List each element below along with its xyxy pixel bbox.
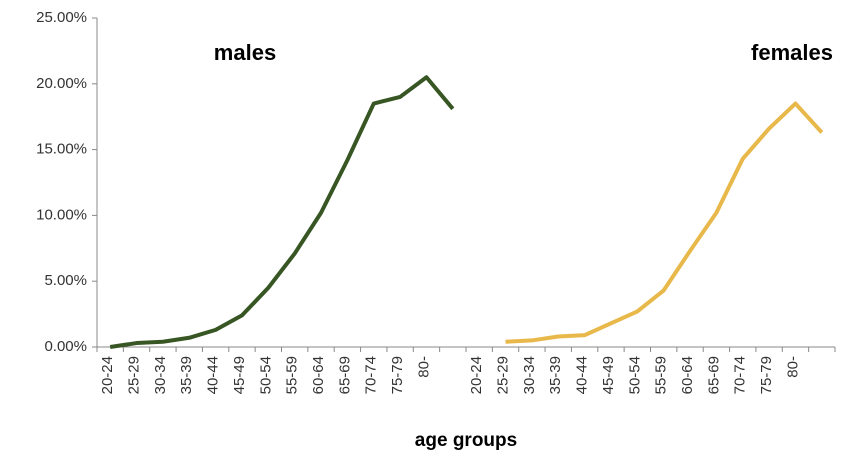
x-tick-label: 55-59 — [284, 356, 301, 394]
y-tick-label: 0.00% — [44, 338, 87, 355]
x-tick-label: 50-54 — [257, 356, 274, 394]
y-tick-label: 15.00% — [36, 141, 87, 158]
x-tick-label: 80- — [784, 356, 801, 378]
x-tick-label: 45-49 — [600, 356, 617, 394]
x-tick-label: 50-54 — [626, 356, 643, 394]
y-tick-label: 20.00% — [36, 75, 87, 92]
x-axis-label: age groups — [415, 430, 517, 451]
y-tick-label: 25.00% — [36, 9, 87, 26]
x-tick-label: 60-64 — [310, 356, 327, 394]
x-tick-label: 30-34 — [152, 356, 169, 394]
x-tick-label: 70-74 — [732, 356, 749, 394]
x-tick-label: 75-79 — [758, 356, 775, 394]
x-tick-label: 65-69 — [336, 356, 353, 394]
x-tick-label: 70-74 — [363, 356, 380, 394]
series-line — [505, 101, 824, 344]
x-tick-label: 55-59 — [653, 356, 670, 394]
x-tick-label: 60-64 — [679, 356, 696, 394]
x-tick-label: 25-29 — [495, 356, 512, 394]
x-tick-label: 45-49 — [231, 356, 248, 394]
series-line — [109, 75, 455, 349]
x-tick-label: 20-24 — [468, 356, 485, 394]
x-tick-label: 35-39 — [547, 356, 564, 394]
x-tick-label: 35-39 — [178, 356, 195, 394]
x-tick-label: 40-44 — [205, 356, 222, 394]
x-tick-label: 80- — [415, 356, 432, 378]
y-tick-label: 10.00% — [36, 206, 87, 223]
x-tick-label: 30-34 — [521, 356, 538, 394]
legend-label: males — [214, 40, 276, 65]
x-tick-label: 65-69 — [705, 356, 722, 394]
x-tick-label: 40-44 — [574, 356, 591, 394]
x-tick-label: 20-24 — [99, 356, 116, 394]
x-tick-label: 25-29 — [126, 356, 143, 394]
legend-label: females — [751, 40, 833, 65]
y-tick-label: 5.00% — [44, 272, 87, 289]
x-tick-label: 75-79 — [389, 356, 406, 394]
